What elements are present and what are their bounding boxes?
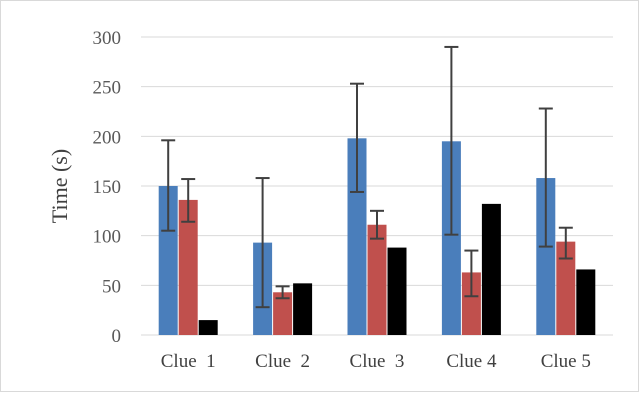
bar — [178, 199, 198, 335]
y-tick-label: 0 — [112, 326, 122, 347]
y-tick-label: 250 — [93, 78, 122, 99]
bar — [387, 247, 407, 335]
y-tick-label: 200 — [93, 127, 122, 148]
y-tick-label: 100 — [93, 227, 122, 248]
bar — [273, 292, 293, 335]
bar — [293, 283, 313, 335]
bar — [576, 269, 596, 335]
bar — [461, 272, 481, 335]
bar — [481, 203, 501, 335]
category-label: Clue 5 — [541, 351, 591, 372]
error-bars — [161, 45, 573, 309]
bar — [556, 241, 576, 335]
bar — [198, 320, 218, 335]
category-label: Clue 2 — [255, 351, 310, 372]
y-tick-label: 150 — [93, 177, 122, 198]
y-axis-title: Time (s) — [47, 149, 72, 223]
y-tick-labels: 0 50 100 150 200 250 300 — [93, 28, 122, 347]
bar — [347, 138, 367, 335]
bar — [158, 186, 178, 335]
bar — [441, 141, 461, 335]
y-tick-label: 50 — [102, 276, 121, 297]
category-label: Clue 4 — [446, 351, 497, 372]
bars — [158, 138, 596, 335]
category-label: Clue 3 — [350, 351, 405, 372]
category-label: Clue 1 — [161, 351, 216, 372]
bar — [367, 224, 387, 335]
category-labels: Clue 1 Clue 2 Clue 3 Clue 4 Clue 5 — [161, 351, 591, 372]
bar — [536, 178, 556, 335]
y-tick-label: 300 — [93, 28, 122, 49]
